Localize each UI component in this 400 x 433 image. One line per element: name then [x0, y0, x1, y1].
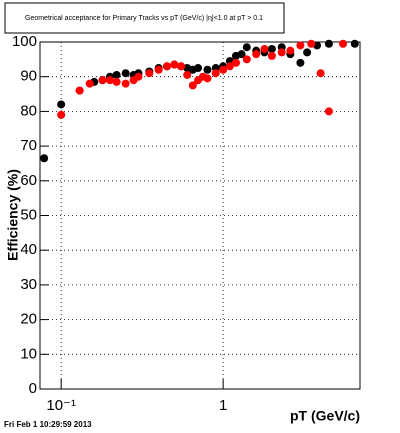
y-tick-label: 90 [20, 68, 37, 85]
data-point [105, 76, 114, 85]
data-point [237, 50, 246, 59]
x-axis-label: pT (GeV/c) [290, 408, 360, 424]
data-point [260, 44, 269, 53]
plot-frame [39, 41, 361, 390]
y-axis-label: Efficiency (%) [5, 169, 21, 261]
data-point [267, 44, 276, 53]
title-box [4, 2, 285, 34]
y-tick-label: 30 [20, 276, 37, 293]
y-tick-label: 100 [12, 33, 37, 50]
y-tick-label: 0 [29, 380, 37, 397]
data-point [324, 107, 333, 116]
data-point [303, 48, 312, 57]
y-tick-label: 70 [20, 137, 37, 154]
x-tick-label: 1 [219, 397, 227, 414]
data-point [203, 65, 212, 74]
data-point [145, 69, 154, 78]
data-point [57, 100, 66, 109]
chart-title: Geometrical acceptance for Primary Track… [25, 15, 263, 22]
data-point [225, 62, 234, 71]
data-point [75, 86, 84, 95]
data-point [350, 39, 359, 48]
y-tick-label: 10 [20, 345, 37, 362]
data-point [316, 69, 325, 78]
data-point [134, 72, 143, 81]
data-point [307, 39, 316, 48]
data-point [277, 48, 286, 57]
data-point [211, 69, 220, 78]
y-tick-label: 80 [20, 102, 37, 119]
data-point [324, 39, 333, 48]
data-point [188, 81, 197, 90]
data-point [57, 110, 66, 119]
data-point [219, 65, 228, 74]
y-tick-label: 20 [20, 311, 37, 328]
footer: Fri Feb 1 10:29:59 2013 [4, 420, 92, 429]
y-tick-label: 60 [20, 172, 37, 189]
data-point [183, 70, 192, 79]
data-point [242, 43, 251, 52]
data-point [121, 79, 130, 88]
data-point [194, 64, 203, 73]
data-point [296, 41, 305, 50]
data-point [177, 62, 186, 71]
data-point [296, 58, 305, 67]
data-point [267, 51, 276, 60]
data-point [170, 60, 179, 69]
data-point [121, 69, 130, 78]
data-point [154, 65, 163, 74]
y-tick-label: 50 [20, 206, 37, 223]
data-point [242, 55, 251, 64]
data-point [203, 74, 212, 83]
data-point [339, 39, 348, 48]
data-point [162, 62, 171, 71]
data-point [98, 76, 107, 85]
data-point [112, 70, 121, 79]
y-tick-label: 40 [20, 241, 37, 258]
data-point [231, 58, 240, 67]
x-tick-label: 10⁻¹ [46, 397, 76, 414]
data-point [252, 50, 261, 59]
data-point [286, 46, 295, 55]
data-point [112, 77, 121, 86]
data-point [40, 154, 49, 163]
data-point [85, 79, 94, 88]
